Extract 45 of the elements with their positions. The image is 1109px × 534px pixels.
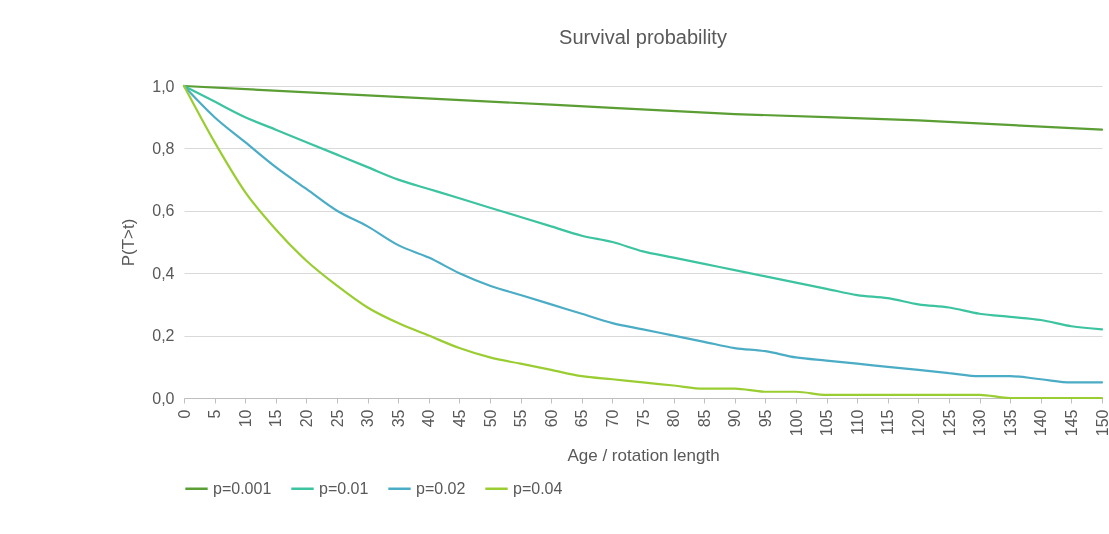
legend-label: p=0.02 xyxy=(416,479,466,497)
x-tick-label: 75 xyxy=(634,409,652,428)
x-tick-label: 30 xyxy=(359,409,377,428)
y-tick-label: 0,2 xyxy=(152,327,175,345)
x-tick-label: 95 xyxy=(756,409,774,428)
x-tick-label: 70 xyxy=(603,409,621,428)
y-tick-label: 0,8 xyxy=(152,139,175,157)
x-tick-label: 145 xyxy=(1062,409,1080,437)
y-tick-label: 0,4 xyxy=(152,264,175,282)
x-tick-label: 65 xyxy=(573,409,591,428)
x-tick-label: 150 xyxy=(1093,409,1109,437)
x-tick-label: 10 xyxy=(236,409,254,428)
x-tick-label: 25 xyxy=(328,409,346,428)
x-tick-label: 115 xyxy=(879,409,897,436)
legend-label: p=0.001 xyxy=(213,479,272,497)
y-tick-label: 0,0 xyxy=(152,389,175,407)
legend-label: p=0.01 xyxy=(319,479,369,497)
x-tick-label: 90 xyxy=(726,409,744,428)
x-tick-label: 55 xyxy=(512,409,530,428)
chart-title: Survival probability xyxy=(559,26,727,48)
x-tick-label: 100 xyxy=(787,409,805,437)
x-tick-label: 105 xyxy=(818,409,836,437)
x-tick-label: 0 xyxy=(175,409,193,419)
x-tick-label: 130 xyxy=(971,409,989,437)
y-axis-title: P(T>t) xyxy=(119,218,139,267)
x-tick-label: 5 xyxy=(206,409,224,419)
x-tick-label: 45 xyxy=(450,409,468,428)
y-tick-label: 0,6 xyxy=(152,202,175,220)
x-tick-label: 20 xyxy=(297,409,315,428)
x-tick-label: 60 xyxy=(542,409,560,428)
x-tick-label: 120 xyxy=(909,409,927,437)
x-tick-label: 125 xyxy=(940,409,958,437)
line-series xyxy=(182,84,1104,131)
x-tick-label: 80 xyxy=(665,409,683,428)
x-tick-label: 50 xyxy=(481,409,499,428)
x-tick-label: 15 xyxy=(267,409,285,428)
x-axis-title: Age / rotation length xyxy=(567,446,720,466)
x-tick-label: 85 xyxy=(695,409,713,428)
x-tick-label: 140 xyxy=(1032,409,1050,437)
x-tick-label: 40 xyxy=(420,409,438,428)
x-tick-label: 110 xyxy=(848,409,866,436)
legend-label: p=0.04 xyxy=(513,479,563,497)
x-tick-label: 35 xyxy=(389,409,407,428)
y-tick-label: 1,0 xyxy=(152,77,175,95)
x-tick-label: 135 xyxy=(1001,409,1019,437)
